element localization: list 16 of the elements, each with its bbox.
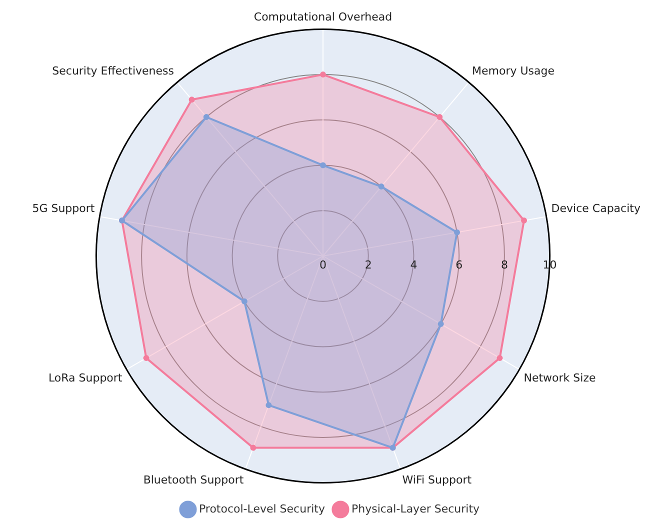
y-tick-label: 2 — [364, 258, 372, 272]
spoke-label: Device Capacity — [551, 202, 641, 216]
spoke-label: WiFi Support — [402, 473, 472, 486]
spoke-label: 5G Support — [32, 202, 96, 216]
y-tick-label: 4 — [410, 258, 418, 272]
spoke-label: Computational Overhead — [254, 10, 392, 24]
y-tick-label: 0 — [320, 258, 326, 272]
spoke-label: Bluetooth Support — [143, 473, 244, 486]
y-tick-label: 6 — [456, 258, 463, 272]
legend-label: Physical-Layer Security — [351, 502, 480, 516]
spoke-label: Memory Usage — [472, 64, 555, 78]
legend-label: Protocol-Level Security — [198, 502, 326, 516]
spoke-label: LoRa Support — [48, 371, 123, 384]
spoke-label: Network Size — [524, 371, 596, 384]
y-tick-label: 8 — [500, 258, 508, 272]
spoke-label: Security Effectiveness — [52, 64, 174, 78]
